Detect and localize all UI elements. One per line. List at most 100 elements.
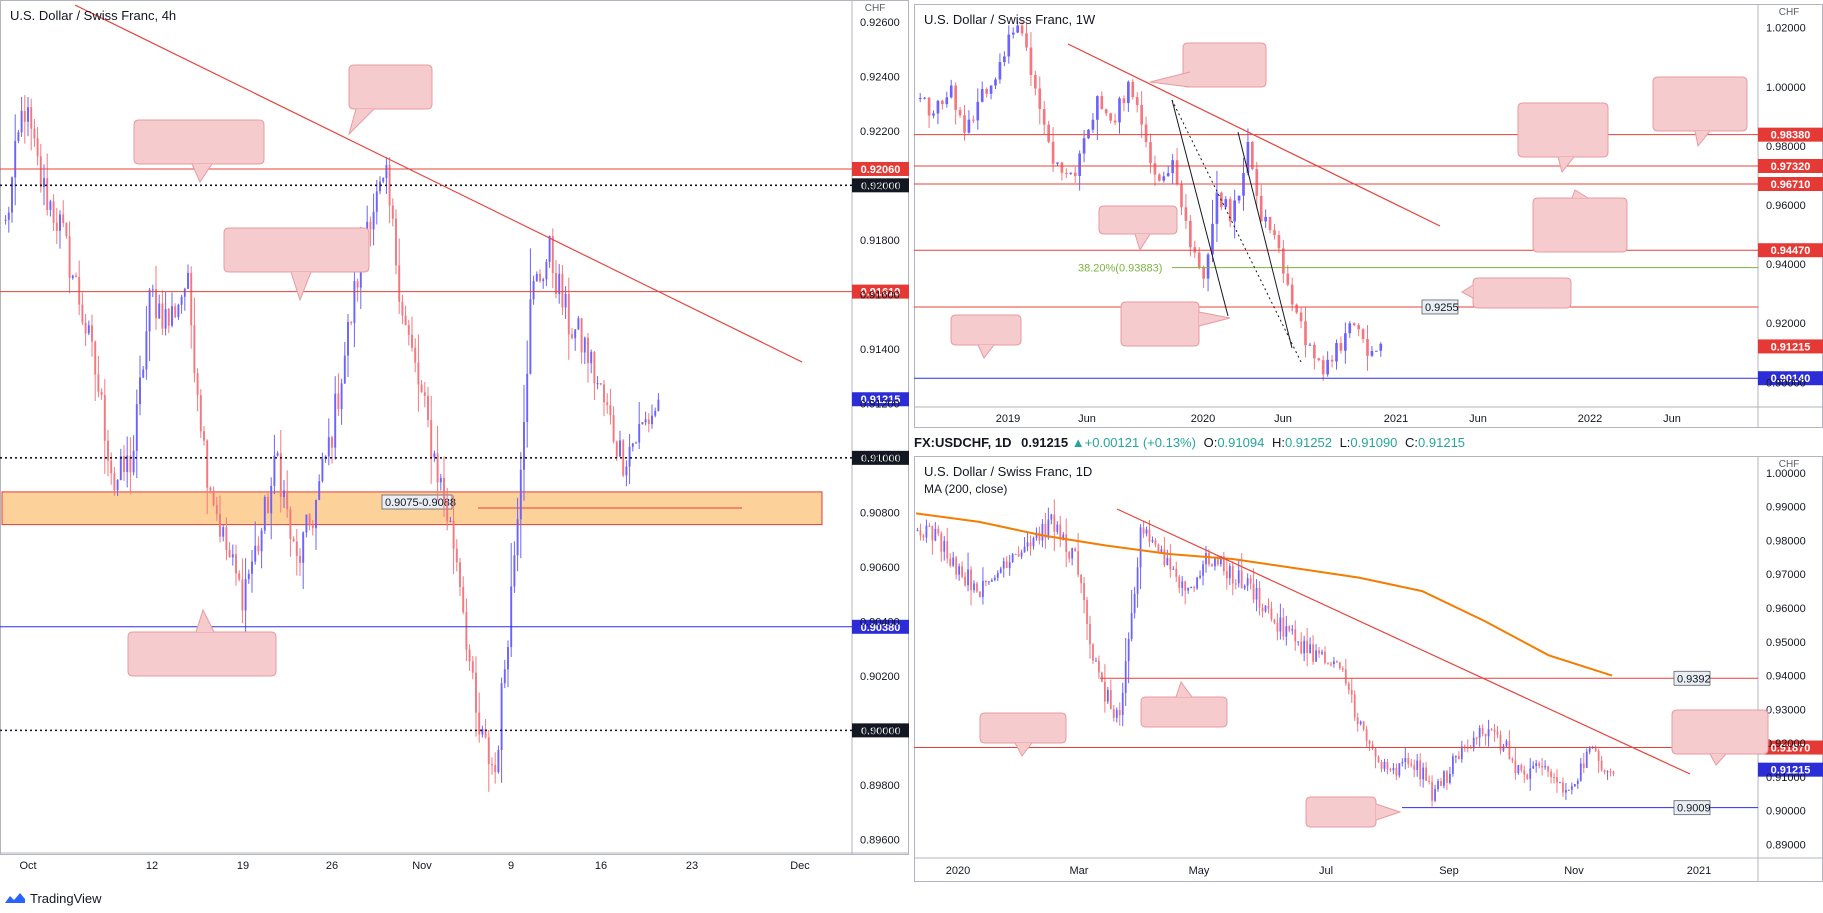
chart-1d-candle	[1508, 741, 1511, 759]
chart-1w-candle	[1065, 172, 1068, 174]
chart-1d-candle	[1222, 556, 1225, 572]
chart-4h-zone-tag	[381, 494, 453, 510]
chart-1w-callout-pointer	[1694, 130, 1711, 148]
chart-1w-candle	[1273, 230, 1276, 236]
chart-4h-candle	[126, 455, 129, 472]
chart-1d-candle	[1556, 777, 1558, 783]
chart-4h-candle	[257, 545, 260, 552]
chart-1w-callout-box	[1652, 76, 1748, 132]
chart-4h-axis-tag-text: 0.91000	[861, 453, 901, 465]
chart-4h-candle	[340, 383, 343, 409]
chart-1w-axis-tag	[1758, 371, 1823, 386]
chart-1w-candle	[1020, 25, 1024, 34]
tradingview-logo[interactable]: TradingView	[4, 888, 102, 908]
chart-4h-candle	[20, 110, 23, 133]
chart-1w-candle	[945, 97, 949, 105]
chart-1d-axis-tag-text: 0.91215	[1771, 765, 1811, 777]
chart-4h-y-tick: 0.90800	[860, 507, 900, 519]
chart-1w-candle	[1366, 338, 1369, 356]
chart-4h-y-tick: 0.92400	[860, 71, 900, 83]
chart-1d-candle	[982, 580, 984, 597]
chart-1w-candle	[1259, 195, 1263, 222]
chart-4h-candle	[295, 541, 298, 557]
chart-4h-candle	[273, 455, 276, 486]
chart-1d-callout	[1305, 796, 1402, 828]
chart-1d-candle	[1377, 756, 1380, 763]
chart-4h-candle	[491, 764, 493, 766]
chart-4h-candle	[475, 672, 477, 713]
chart-1d-candle	[1255, 588, 1258, 600]
chart-1d-candle	[1526, 774, 1529, 779]
chart-1d-candle	[1172, 568, 1175, 570]
chart-1d-callout-pointer	[1709, 753, 1727, 766]
chart-1w-candle	[936, 100, 940, 114]
chart-4h-candle	[123, 456, 125, 472]
chart-1w-candle	[918, 98, 922, 100]
chart-4h-candle	[542, 279, 545, 282]
chart-1d-callout-pointer	[1175, 680, 1193, 698]
chart-1d-ma200-line	[915, 512, 1613, 677]
chart-1w-candle	[1317, 358, 1321, 361]
chart-4h-y-tick: 0.90200	[860, 671, 900, 683]
chart-1d-candle	[1356, 717, 1359, 725]
chart-1d-candle	[967, 569, 969, 586]
chart-1d-candle	[1324, 651, 1326, 664]
chart-1d-candle	[940, 533, 943, 552]
chart-1d-y-tick: 0.92000	[1766, 738, 1806, 750]
chart-4h-candle	[308, 514, 311, 526]
chart-4h-candle	[481, 729, 484, 735]
chart-1d-candle	[1496, 731, 1499, 735]
chart-1d-candle	[1252, 583, 1255, 600]
chart-1d-candle	[1163, 549, 1166, 566]
chart-1w-abcd-leg	[1237, 131, 1293, 349]
chart-4h-candle	[247, 573, 250, 580]
chart-4h-candle	[219, 514, 221, 537]
chart-4h-candle	[107, 440, 109, 461]
chart-1d-candle	[1139, 527, 1142, 568]
chart-1d-candle	[1214, 558, 1216, 567]
chart-1d-y-tick: 0.94000	[1766, 671, 1806, 683]
chart-4h-axis-tag-text: 0.92060	[861, 164, 901, 176]
chart-4h-candle	[305, 514, 308, 533]
chart-1d-candle	[1017, 554, 1020, 557]
chart-4h-axis-tag-text: 0.91610	[861, 287, 901, 299]
chart-1d-candle	[1582, 763, 1585, 768]
chart-1d-candle	[1362, 721, 1365, 730]
chart-1d-candle	[1092, 644, 1094, 661]
chart-4h-candle	[116, 480, 119, 491]
chart-1d-candle	[1446, 771, 1448, 783]
chart-1d-candle	[1553, 777, 1555, 779]
chart-1d-candle	[1127, 638, 1130, 662]
chart-1w-candle	[1047, 124, 1050, 142]
chart-1w-x-tick: Jun	[1274, 413, 1292, 425]
chart-1d-candle	[1074, 548, 1077, 552]
chart-4h-candle	[91, 325, 93, 342]
chart-1w-candle	[1038, 88, 1042, 109]
chart-1d-candle	[1520, 765, 1523, 771]
chart-4h-candle	[289, 509, 292, 539]
chart-1d-y-tick: 0.98000	[1766, 535, 1806, 547]
chart-1d-candle	[1002, 561, 1005, 569]
chart-1d-candle	[1466, 747, 1469, 749]
chart-4h-candle	[628, 446, 631, 467]
chart-4h-candle	[452, 520, 455, 549]
chart-4h-candle	[151, 289, 154, 291]
chart-4h-x-tick: Oct	[19, 860, 36, 872]
chart-4h-candle	[388, 164, 391, 206]
chart-1d-candle	[985, 580, 987, 583]
chart-1w-callout-pointer	[1557, 156, 1575, 174]
chart-4h-x-tick: 23	[686, 860, 698, 872]
chart-1d-title: U.S. Dollar / Swiss Franc, 1D	[924, 464, 1092, 479]
chart-4h-axis-tag	[852, 392, 909, 407]
chart-1w-candle	[1149, 142, 1152, 164]
chart-1d-candle	[987, 581, 990, 583]
chart-1d-candle	[1374, 748, 1377, 757]
chart-4h-candle	[318, 481, 321, 500]
chart-4h-axis-tag	[852, 178, 909, 193]
chart-1d-candle	[1225, 571, 1228, 579]
chart-1d-candle	[1333, 661, 1335, 665]
chart-1d-candle	[1103, 681, 1106, 702]
chart-4h-candle	[145, 331, 148, 370]
chart-4h-candle	[526, 373, 529, 423]
chart-1d-candle	[931, 525, 934, 541]
